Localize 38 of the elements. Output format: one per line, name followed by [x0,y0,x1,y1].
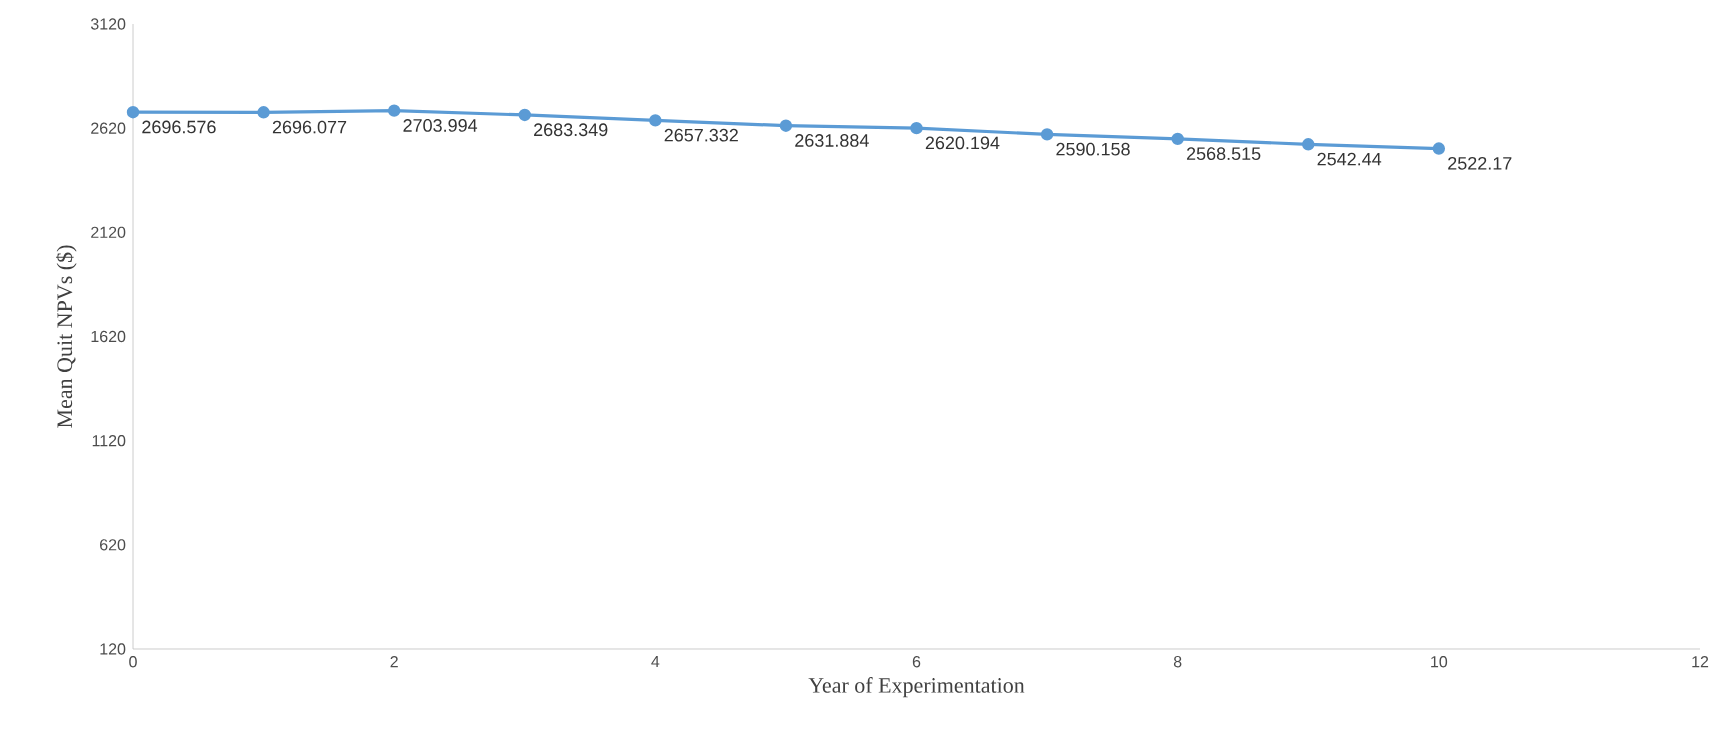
x-tick-label: 8 [1173,656,1182,668]
point [126,106,140,119]
x-tick-label: 2 [390,656,398,668]
data-label: 2522.17 [1448,156,1512,170]
y-axis-title: Mean Quit NPVs ($) [55,245,77,428]
data-label: 2703.994 [403,119,478,132]
x-tick-label: 4 [651,656,660,668]
data-label: 2631.884 [795,134,869,147]
data-label: 2657.332 [664,128,738,142]
data-label: 2696.576 [142,120,216,134]
x-axis-title: Year of Experimentation [808,677,1025,698]
data-label: 2568.515 [1186,147,1261,161]
x-tick-label: 10 [1431,656,1448,668]
y-tick-label: 120 [100,643,126,655]
y-tick-label: 2120 [91,226,126,238]
point [518,108,531,122]
y-tick-label: 2620 [91,122,126,134]
data-label: 2590.158 [1056,142,1130,156]
y-tick-label: 1120 [92,435,126,447]
y-tick-label: 620 [100,539,126,551]
y-tick-label: 1620 [91,330,126,343]
x-tick-label: 6 [912,656,921,668]
data-label: 2542.44 [1317,152,1382,166]
x-tick-label: 12 [1692,656,1709,668]
point [1302,138,1315,151]
point [257,106,270,119]
point [387,104,401,117]
data-label: 2696.077 [272,120,347,134]
data-label: 2620.194 [925,136,1000,150]
data-label: 2683.349 [534,123,608,137]
point [649,114,662,127]
point [910,121,923,135]
x-tick-label: 0 [129,656,137,668]
point [1171,132,1184,146]
point [779,119,793,132]
point [1040,128,1054,141]
y-tick-label: 3120 [90,18,126,30]
point [1432,142,1446,155]
